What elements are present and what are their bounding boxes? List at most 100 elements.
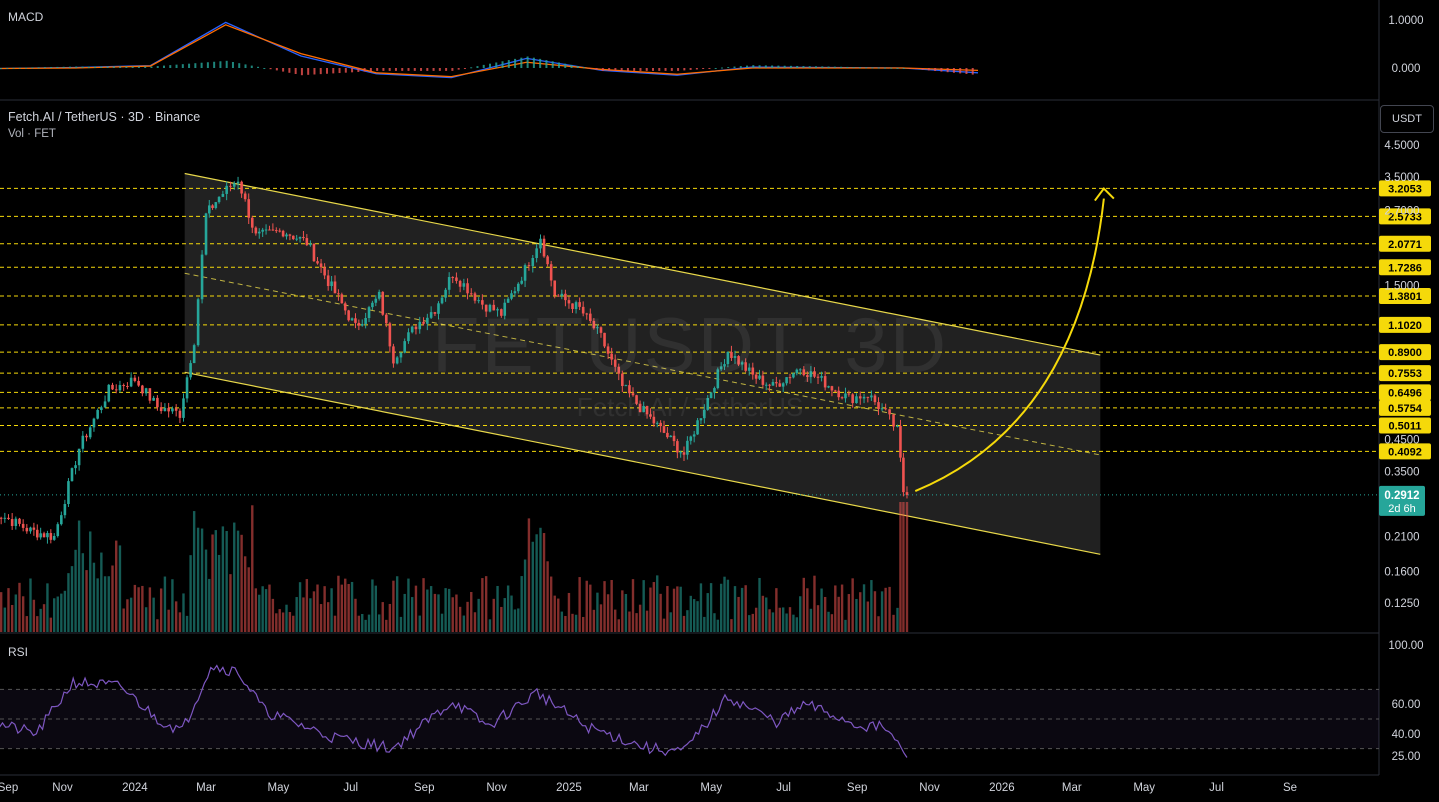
candle-body bbox=[827, 386, 830, 388]
candle-body bbox=[751, 367, 755, 375]
candle-body bbox=[458, 280, 462, 287]
price-tick-8: 0.1250 bbox=[1384, 598, 1419, 610]
volume-bar bbox=[813, 575, 816, 632]
volume-bar bbox=[89, 531, 92, 632]
candle-body bbox=[18, 518, 21, 524]
candle-body bbox=[281, 230, 285, 237]
candle-body bbox=[858, 396, 862, 399]
level-badge-9 bbox=[1379, 399, 1431, 416]
candle-body bbox=[510, 293, 513, 299]
volume-bar bbox=[60, 593, 63, 632]
volume-bar bbox=[81, 553, 85, 632]
candle-body bbox=[159, 407, 163, 412]
macd-hist-bar bbox=[539, 58, 542, 68]
macd-hist-bar bbox=[821, 66, 824, 68]
candle-body bbox=[392, 346, 395, 364]
volume-bar bbox=[564, 615, 567, 632]
macd-hist-bar bbox=[965, 68, 968, 74]
macd-hist-bar bbox=[652, 68, 654, 71]
volume-bar bbox=[403, 593, 406, 632]
candle-body bbox=[312, 243, 316, 262]
candle-body bbox=[628, 385, 631, 394]
time-tick-7: Nov bbox=[486, 782, 507, 794]
volume-bar bbox=[103, 576, 107, 632]
candle-body bbox=[309, 243, 312, 246]
volume-title[interactable]: Vol · FET bbox=[8, 128, 56, 140]
candle-body bbox=[367, 307, 371, 319]
level-badge-2 bbox=[1379, 235, 1431, 252]
volume-bar bbox=[281, 612, 285, 632]
candle-body bbox=[830, 386, 834, 391]
volume-bar bbox=[399, 616, 403, 632]
candles-group bbox=[0, 176, 909, 632]
volume-bar bbox=[771, 612, 775, 632]
level-label-10: 0.5011 bbox=[1388, 421, 1421, 433]
volume-bar bbox=[371, 579, 374, 632]
candle-body bbox=[877, 402, 880, 410]
candle-body bbox=[635, 395, 638, 404]
volume-bar bbox=[830, 614, 834, 632]
volume-bar bbox=[3, 607, 7, 632]
candle-body bbox=[298, 236, 302, 239]
volume-bar bbox=[880, 591, 884, 632]
candle-body bbox=[229, 185, 232, 187]
volume-bar bbox=[182, 593, 185, 632]
macd-hist-bar bbox=[708, 68, 711, 69]
volume-bar bbox=[531, 541, 534, 632]
candle-body bbox=[672, 435, 676, 442]
candle-body bbox=[225, 185, 228, 194]
volume-bar bbox=[847, 594, 851, 632]
volume-bar bbox=[496, 585, 499, 632]
macd-hist-bar bbox=[188, 63, 191, 68]
candle-body bbox=[506, 298, 510, 303]
candle-body bbox=[133, 377, 137, 381]
macd-hist-bar bbox=[156, 66, 159, 68]
price-tick-2: 2.7000 bbox=[1384, 205, 1419, 217]
candle-body bbox=[716, 369, 720, 389]
volume-bar bbox=[484, 576, 488, 632]
macd-hist-bar bbox=[94, 66, 97, 68]
macd-hist-bar bbox=[796, 65, 799, 68]
macd-hist-bar bbox=[645, 68, 648, 71]
macd-hist-bar bbox=[802, 66, 805, 68]
candle-body bbox=[236, 181, 240, 184]
candle-body bbox=[851, 394, 854, 404]
macd-hist-bar bbox=[401, 68, 404, 71]
currency-button[interactable]: USDT bbox=[1380, 105, 1434, 133]
macd-hist-bar bbox=[62, 66, 65, 68]
channel-mid-line bbox=[184, 272, 1101, 456]
volume-bar bbox=[200, 528, 204, 632]
rsi-tick-1: 60.00 bbox=[1392, 699, 1421, 711]
candle-body bbox=[122, 385, 125, 387]
volume-bar bbox=[298, 582, 302, 632]
candle-body bbox=[264, 229, 268, 231]
time-tick-15: Mar bbox=[1062, 782, 1082, 794]
time-tick-11: Jul bbox=[776, 782, 791, 794]
candle-body bbox=[46, 533, 49, 538]
macd-hist-bar bbox=[576, 66, 579, 68]
macd-hist-bar bbox=[890, 67, 893, 69]
volume-bar bbox=[466, 601, 469, 632]
volume-bar bbox=[251, 505, 254, 632]
symbol-title[interactable]: Fetch.AI / TetherUS · 3D · Binance bbox=[8, 110, 201, 124]
volume-bar bbox=[361, 613, 364, 632]
candle-body bbox=[823, 376, 827, 388]
macd-hist-bar bbox=[482, 64, 485, 68]
candle-body bbox=[899, 426, 902, 458]
macd-hist-bar bbox=[6, 67, 9, 69]
volume-bar bbox=[716, 619, 720, 632]
volume-bar bbox=[395, 576, 399, 632]
volume-bar bbox=[592, 609, 596, 632]
candle-body bbox=[217, 196, 221, 203]
candle-body bbox=[679, 452, 682, 454]
macd-hist-bar bbox=[351, 68, 354, 73]
macd-hist-bar bbox=[695, 68, 698, 70]
level-label-9: 0.5754 bbox=[1388, 403, 1423, 415]
volume-bar bbox=[706, 593, 709, 632]
candle-body bbox=[247, 199, 251, 218]
volume-bar bbox=[672, 588, 676, 632]
candle-body bbox=[578, 302, 581, 307]
macd-hist-bar bbox=[332, 68, 335, 74]
volume-bar bbox=[0, 592, 3, 632]
